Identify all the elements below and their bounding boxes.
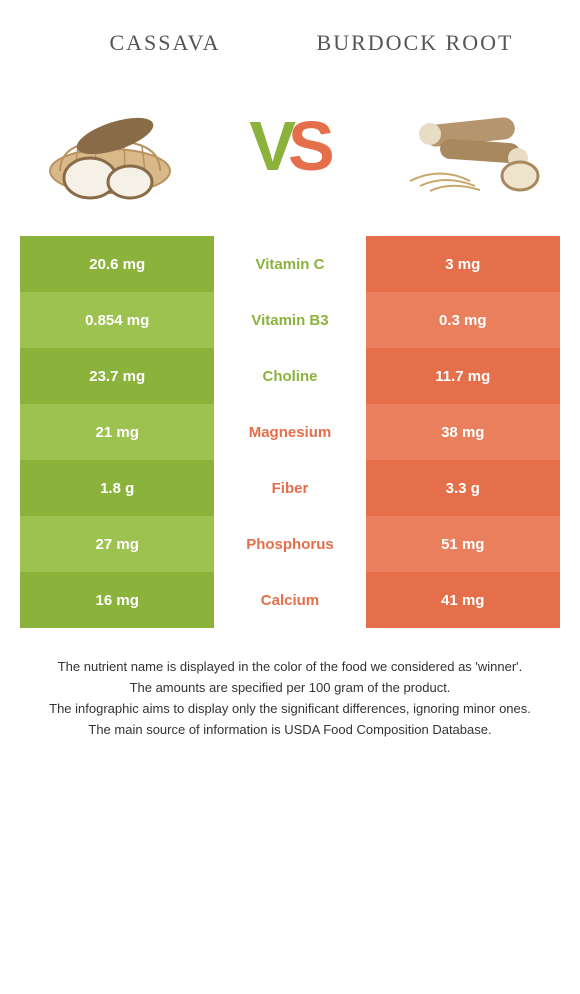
nutrient-label: Magnesium xyxy=(214,404,365,460)
vs-v: V xyxy=(249,106,292,186)
table-row: 21 mgMagnesium38 mg xyxy=(20,404,560,460)
right-value: 0.3 mg xyxy=(366,292,560,348)
footnote-line: The nutrient name is displayed in the co… xyxy=(18,658,562,677)
right-food-title: Burdock Root xyxy=(290,30,540,56)
table-row: 16 mgCalcium41 mg xyxy=(20,572,560,628)
left-value: 0.854 mg xyxy=(20,292,214,348)
footnote-line: The main source of information is USDA F… xyxy=(18,721,562,740)
header-row: Cassava Burdock Root xyxy=(0,0,580,66)
table-row: 1.8 gFiber3.3 g xyxy=(20,460,560,516)
right-value: 11.7 mg xyxy=(366,348,560,404)
table-row: 20.6 mgVitamin C3 mg xyxy=(20,236,560,292)
comparison-table: 20.6 mgVitamin C3 mg0.854 mgVitamin B30.… xyxy=(20,236,560,628)
nutrient-label: Choline xyxy=(214,348,365,404)
nutrient-label: Phosphorus xyxy=(214,516,365,572)
table-row: 23.7 mgCholine11.7 mg xyxy=(20,348,560,404)
footnote-line: The amounts are specified per 100 gram o… xyxy=(18,679,562,698)
right-value: 3 mg xyxy=(366,236,560,292)
nutrient-label: Fiber xyxy=(214,460,365,516)
left-value: 16 mg xyxy=(20,572,214,628)
nutrient-label: Calcium xyxy=(214,572,365,628)
footnotes: The nutrient name is displayed in the co… xyxy=(0,628,580,739)
left-food-image xyxy=(30,86,190,206)
footnote-line: The infographic aims to display only the… xyxy=(18,700,562,719)
left-food-title: Cassava xyxy=(40,30,290,56)
nutrient-label: Vitamin C xyxy=(214,236,365,292)
left-value: 20.6 mg xyxy=(20,236,214,292)
image-row: V S xyxy=(0,66,580,236)
vs-label: V S xyxy=(247,106,332,186)
table-row: 0.854 mgVitamin B30.3 mg xyxy=(20,292,560,348)
right-value: 51 mg xyxy=(366,516,560,572)
left-value: 23.7 mg xyxy=(20,348,214,404)
nutrient-label: Vitamin B3 xyxy=(214,292,365,348)
right-food-image xyxy=(390,86,550,206)
left-value: 27 mg xyxy=(20,516,214,572)
left-value: 1.8 g xyxy=(20,460,214,516)
right-value: 38 mg xyxy=(366,404,560,460)
right-value: 3.3 g xyxy=(366,460,560,516)
left-value: 21 mg xyxy=(20,404,214,460)
table-row: 27 mgPhosphorus51 mg xyxy=(20,516,560,572)
vs-s: S xyxy=(288,106,331,186)
right-value: 41 mg xyxy=(366,572,560,628)
